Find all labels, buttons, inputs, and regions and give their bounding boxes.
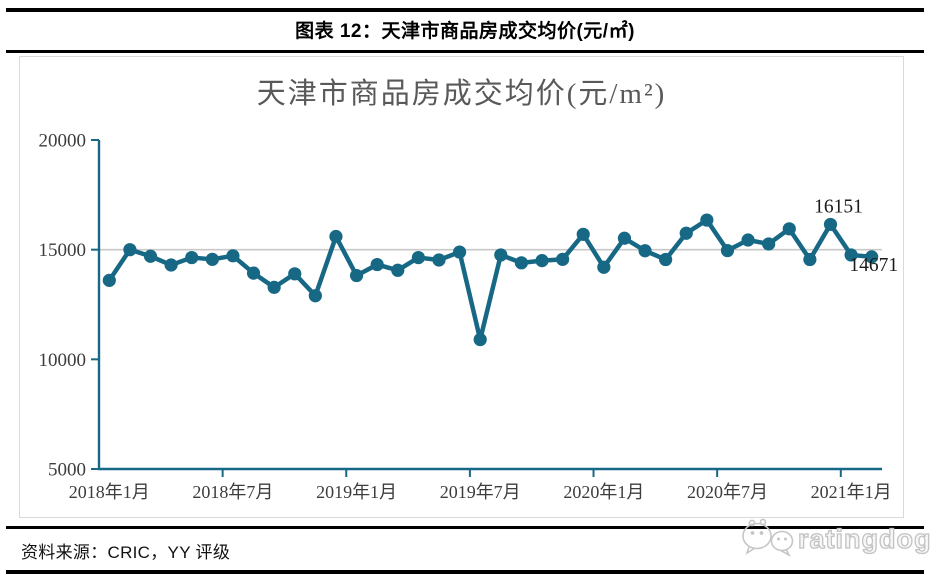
- data-point: [411, 250, 425, 265]
- data-point: [659, 252, 673, 267]
- data-point: [597, 260, 611, 274]
- data-point: [700, 213, 714, 227]
- data-point: [226, 249, 240, 263]
- data-point: [514, 256, 529, 270]
- data-point: [865, 250, 879, 264]
- data-point: [720, 243, 735, 258]
- data-point: [576, 227, 590, 241]
- data-point: [823, 217, 838, 232]
- ratingdog-logo-text: ratingdog: [797, 523, 930, 554]
- x-axis-label: 2018年1月: [69, 482, 150, 502]
- data-point: [164, 258, 178, 272]
- ratingdog-watermark: ratingdog: [742, 517, 930, 561]
- data-point: [556, 252, 570, 266]
- x-axis-label: 2021年1月: [811, 482, 892, 502]
- data-point: [329, 229, 343, 244]
- data-point: [844, 248, 858, 262]
- data-label-14671: 14671: [849, 255, 898, 276]
- data-point: [123, 243, 137, 257]
- chart-title: 天津市商品房成交均价(元/m²): [257, 77, 667, 110]
- data-label-16151: 16151: [814, 196, 863, 217]
- footer-top-rule: [6, 526, 924, 529]
- data-point: [762, 237, 776, 251]
- y-axis-label: 10000: [39, 350, 87, 371]
- y-axis-label: 5000: [48, 460, 86, 481]
- data-point: [782, 222, 796, 236]
- data-point: [452, 245, 467, 259]
- data-point: [102, 273, 116, 287]
- data-point: [803, 252, 817, 267]
- data-point: [494, 248, 508, 262]
- data-point: [349, 268, 364, 283]
- data-point: [741, 233, 755, 247]
- data-point: [535, 254, 549, 268]
- x-axis-label: 2020年1月: [563, 482, 644, 502]
- data-point: [308, 289, 322, 303]
- x-axis-label: 2019年1月: [316, 482, 397, 502]
- data-point: [246, 266, 261, 280]
- data-point: [205, 252, 219, 266]
- data-point: [638, 244, 652, 258]
- data-point: [679, 226, 693, 240]
- x-axis-label: 2019年7月: [440, 482, 521, 502]
- data-point: [391, 263, 405, 277]
- data-point: [473, 332, 487, 347]
- caption-divider-rule: [6, 50, 924, 53]
- chart-card: [19, 56, 904, 518]
- data-point: [267, 280, 281, 294]
- top-rule: [6, 8, 924, 12]
- data-point: [432, 253, 446, 267]
- ratingdog-logo-icon: [742, 518, 794, 557]
- data-point: [288, 267, 302, 281]
- x-axis-label: 2018年7月: [192, 482, 273, 502]
- y-axis-label: 20000: [39, 131, 87, 152]
- x-axis-label: 2020年7月: [687, 482, 768, 502]
- data-point: [143, 249, 158, 263]
- data-point: [370, 257, 384, 272]
- bottom-rule: [6, 570, 924, 574]
- price-series-line: [107, 217, 874, 342]
- data-source-note: 资料来源：CRIC，YY 评级: [21, 543, 231, 562]
- data-point: [617, 231, 632, 245]
- y-axis-label: 15000: [39, 240, 87, 261]
- data-point: [185, 250, 199, 265]
- figure-caption: 图表 12：天津市商品房成交均价(元/㎡): [295, 21, 635, 42]
